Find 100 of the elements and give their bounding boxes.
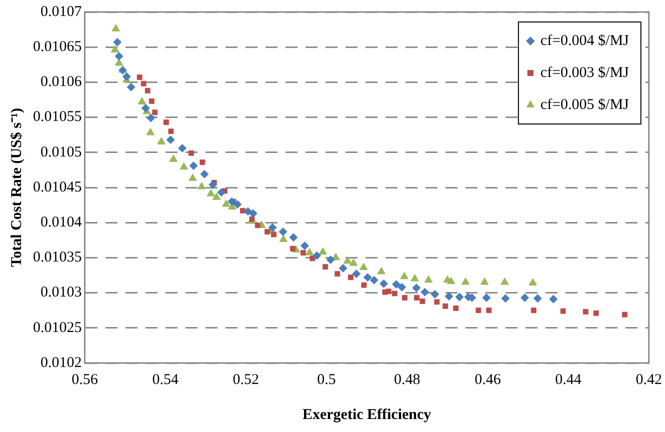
point — [402, 294, 408, 300]
point — [200, 170, 209, 178]
point — [500, 278, 509, 285]
y-tick-label: 0.0103 — [40, 284, 82, 301]
point — [322, 264, 328, 270]
point — [146, 114, 156, 122]
x-tick-label: 0.46 — [474, 372, 502, 388]
point — [476, 308, 482, 314]
point — [141, 104, 150, 112]
y-tick-label: 0.01035 — [33, 250, 82, 266]
point — [379, 279, 388, 288]
point — [326, 256, 335, 264]
point — [400, 272, 408, 280]
point — [392, 280, 400, 289]
point — [289, 233, 298, 242]
point — [480, 278, 489, 285]
point — [410, 274, 419, 282]
point — [486, 308, 492, 314]
point — [370, 276, 378, 284]
point — [377, 266, 386, 274]
point — [300, 242, 310, 250]
point — [386, 288, 392, 294]
point — [217, 188, 226, 197]
point — [446, 276, 456, 284]
y-tick-label: 0.0107 — [40, 4, 82, 20]
point — [352, 270, 361, 278]
point — [622, 312, 628, 318]
point — [533, 294, 542, 303]
point — [169, 154, 178, 162]
point — [222, 200, 230, 207]
x-tick-label: 0.5 — [317, 372, 336, 388]
point — [110, 45, 120, 52]
point — [138, 97, 146, 104]
point — [228, 197, 236, 206]
point — [414, 294, 420, 300]
point — [244, 207, 252, 216]
x-tick-label: 0.54 — [152, 372, 179, 388]
legend-label: cf=0.003 $/MJ — [540, 64, 630, 81]
x-tick-label: 0.52 — [232, 372, 260, 388]
y-tick-label: 0.0102 — [40, 354, 82, 371]
point — [212, 192, 221, 200]
y-tick-label: 0.0104 — [40, 214, 82, 231]
point — [453, 306, 459, 311]
point — [188, 174, 197, 181]
point — [200, 160, 206, 165]
point — [140, 80, 146, 86]
point — [278, 227, 288, 236]
legend-label: cf=0.005 $/MJ — [540, 96, 630, 113]
point — [343, 256, 352, 264]
point — [392, 290, 398, 296]
point — [152, 110, 158, 116]
point — [271, 232, 276, 238]
point — [126, 82, 136, 92]
point — [412, 284, 421, 292]
y-tick-label: 0.01045 — [33, 179, 82, 196]
point — [197, 182, 206, 190]
x-axis-title: Exergetic Efficiency — [302, 406, 432, 423]
point — [312, 251, 322, 260]
point — [442, 303, 448, 309]
x-tick-label: 0.44 — [555, 372, 582, 388]
point — [264, 229, 270, 234]
legend-label: cf=0.004 $/MJ — [540, 32, 630, 49]
x-tick-label: 0.48 — [394, 372, 420, 388]
y-tick-label: 0.01065 — [33, 39, 82, 56]
point — [593, 310, 599, 316]
point — [136, 74, 142, 80]
point — [455, 292, 464, 302]
point — [157, 137, 166, 144]
point — [122, 72, 131, 81]
point — [530, 308, 536, 314]
point — [206, 189, 216, 196]
x-tick-label: 0.42 — [636, 372, 662, 388]
point — [501, 294, 510, 303]
point — [434, 299, 440, 305]
point — [361, 282, 367, 288]
point — [520, 293, 530, 302]
point — [163, 119, 169, 125]
y-tick-label: 0.0105 — [40, 144, 82, 160]
point — [188, 150, 194, 156]
point — [113, 38, 122, 46]
point — [268, 223, 277, 232]
point — [114, 52, 124, 60]
point — [420, 288, 430, 296]
point — [112, 24, 120, 32]
point — [166, 136, 175, 144]
y-tick-label: 0.01055 — [33, 109, 82, 126]
y-axis-title: Total Cost Rate (US$ s⁻¹) — [8, 108, 25, 267]
point — [363, 273, 372, 282]
point — [233, 200, 242, 209]
point — [338, 264, 348, 272]
point — [334, 271, 340, 277]
point — [461, 278, 470, 285]
point — [424, 275, 433, 283]
point — [248, 209, 258, 218]
point — [279, 234, 288, 242]
point — [178, 144, 187, 152]
point — [168, 128, 174, 134]
point — [146, 128, 155, 136]
point — [398, 282, 406, 292]
point — [359, 262, 368, 270]
